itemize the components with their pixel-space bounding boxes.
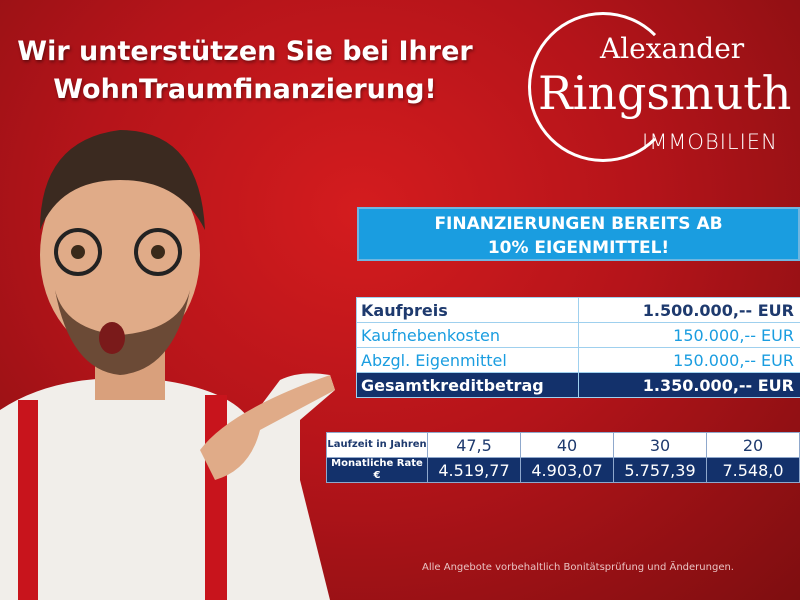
rate-value: 5.757,39 [613,457,707,483]
logo-last-name: Ringsmuth [538,66,792,120]
logo-first-name: Alexander [600,32,745,65]
table-row: Kaufnebenkosten 150.000,-- EUR [356,322,800,348]
banner-line-1: FINANZIERUNGEN BEREITS AB [434,214,723,234]
cost-label: Kaufpreis [356,297,579,323]
table-row: Abzgl. Eigenmittel 150.000,-- EUR [356,347,800,373]
financing-banner: FINANZIERUNGEN BEREITS AB 10% EIGENMITTE… [357,207,800,261]
cost-value: 150.000,-- EUR [578,347,800,373]
cost-label: Gesamtkreditbetrag [356,372,579,398]
rate-row: Monatliche Rate € 4.519,77 4.903,07 5.75… [326,457,800,483]
company-logo: Alexander Ringsmuth IMMOBILIEN [520,8,800,168]
disclaimer: Alle Angebote vorbehaltlich Bonitätsprüf… [422,562,734,573]
term-value: 47,5 [427,432,521,458]
cost-table: Kaufpreis 1.500.000,-- EUR Kaufnebenkoste… [356,297,800,398]
banner-line-2: 10% EIGENMITTEL! [487,238,670,258]
rate-table: Laufzeit in Jahren 47,5 40 30 20 Monatli… [326,432,800,483]
cost-value: 150.000,-- EUR [578,322,800,348]
term-value: 20 [706,432,800,458]
term-row: Laufzeit in Jahren 47,5 40 30 20 [326,432,800,458]
rate-value: 4.519,77 [427,457,521,483]
surprised-man-pointing-image [0,130,335,600]
term-label: Laufzeit in Jahren [326,432,428,458]
cost-label: Abzgl. Eigenmittel [356,347,579,373]
term-value: 30 [613,432,707,458]
table-row-total: Gesamtkreditbetrag 1.350.000,-- EUR [356,372,800,398]
rate-label: Monatliche Rate € [326,457,428,483]
logo-ring-icon [528,12,678,162]
rate-value: 7.548,0 [706,457,800,483]
cost-value: 1.350.000,-- EUR [578,372,800,398]
logo-subtitle: IMMOBILIEN [642,130,778,154]
headline-line-1: Wir unterstützen Sie bei Ihrer [17,36,473,67]
table-row: Kaufpreis 1.500.000,-- EUR [356,297,800,323]
headline-line-2: WohnTraumfinanzierung! [53,74,437,105]
cost-label: Kaufnebenkosten [356,322,579,348]
term-value: 40 [520,432,614,458]
rate-value: 4.903,07 [520,457,614,483]
cost-value: 1.500.000,-- EUR [578,297,800,323]
